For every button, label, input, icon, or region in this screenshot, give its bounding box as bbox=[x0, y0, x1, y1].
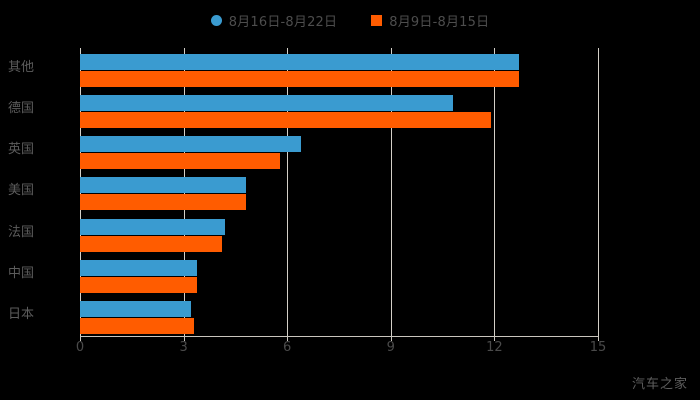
chart-legend: 8月16日-8月22日 8月9日-8月15日 bbox=[0, 8, 700, 32]
x-axis-tick-label-6: 6 bbox=[283, 340, 292, 355]
bar-series-2[interactable] bbox=[80, 276, 198, 293]
x-axis-tick-label-12: 12 bbox=[486, 340, 503, 355]
bar-series-1[interactable] bbox=[80, 259, 198, 276]
gridline-x-12 bbox=[494, 48, 496, 336]
bar-row bbox=[80, 213, 598, 254]
gridline-x-6 bbox=[287, 48, 289, 336]
x-tick-mark-0 bbox=[80, 336, 81, 341]
y-axis-label-1: 德国 bbox=[7, 101, 34, 117]
y-axis-label-3: 美国 bbox=[7, 183, 34, 199]
y-axis-label-0: 其他 bbox=[7, 60, 34, 75]
y-axis-label-2: 英国 bbox=[7, 142, 34, 158]
gridline-x-15 bbox=[598, 48, 599, 336]
bar-series-2[interactable] bbox=[80, 194, 246, 211]
x-axis-tick-label-15: 15 bbox=[589, 340, 607, 355]
bar-series-1[interactable] bbox=[80, 54, 519, 70]
bar-row bbox=[80, 89, 598, 130]
bar-series-1[interactable] bbox=[80, 300, 191, 317]
legend-item-series-1[interactable]: 8月16日-8月22日 bbox=[210, 11, 338, 30]
bar-series-1[interactable] bbox=[80, 95, 453, 112]
plot-area bbox=[80, 48, 599, 336]
bar-row bbox=[80, 48, 598, 89]
bar-row bbox=[80, 295, 598, 336]
bar-series-2[interactable] bbox=[80, 112, 491, 129]
legend-item-series-2[interactable]: 8月9日-8月15日 bbox=[371, 11, 489, 30]
bar-series-2[interactable] bbox=[80, 317, 194, 334]
legend-square-icon bbox=[371, 14, 383, 26]
x-tick-mark-6 bbox=[287, 336, 289, 341]
x-axis-tick-label-3: 3 bbox=[179, 340, 188, 355]
x-tick-mark-9 bbox=[390, 336, 392, 341]
bar-series-2[interactable] bbox=[80, 153, 281, 170]
bar-row bbox=[80, 171, 598, 212]
legend-circle-icon bbox=[210, 14, 222, 26]
bar-row bbox=[80, 130, 598, 171]
bar-series-1[interactable] bbox=[80, 136, 301, 153]
x-tick-mark-15 bbox=[598, 336, 599, 341]
y-axis-label-4: 法国 bbox=[7, 224, 34, 240]
legend-item-label: 8月16日-8月22日 bbox=[228, 14, 338, 30]
watermark: 汽车之家 bbox=[631, 377, 688, 392]
bar-series-2[interactable] bbox=[80, 235, 222, 252]
bar-series-1[interactable] bbox=[80, 177, 246, 194]
x-axis-line bbox=[80, 336, 599, 337]
bar-series-2[interactable] bbox=[80, 71, 519, 87]
y-axis-label-6: 日本 bbox=[7, 306, 34, 322]
bar-series-1[interactable] bbox=[80, 218, 226, 235]
x-axis-tick-label-0: 0 bbox=[75, 340, 85, 355]
y-axis-label-5: 中国 bbox=[7, 265, 34, 281]
x-tick-mark-3 bbox=[183, 336, 185, 341]
x-axis-tick-label-9: 9 bbox=[386, 340, 395, 355]
x-tick-mark-12 bbox=[494, 336, 496, 341]
legend-item-label: 8月9日-8月15日 bbox=[389, 14, 490, 30]
bar-row bbox=[80, 254, 598, 295]
gridline-x-9 bbox=[390, 48, 392, 336]
